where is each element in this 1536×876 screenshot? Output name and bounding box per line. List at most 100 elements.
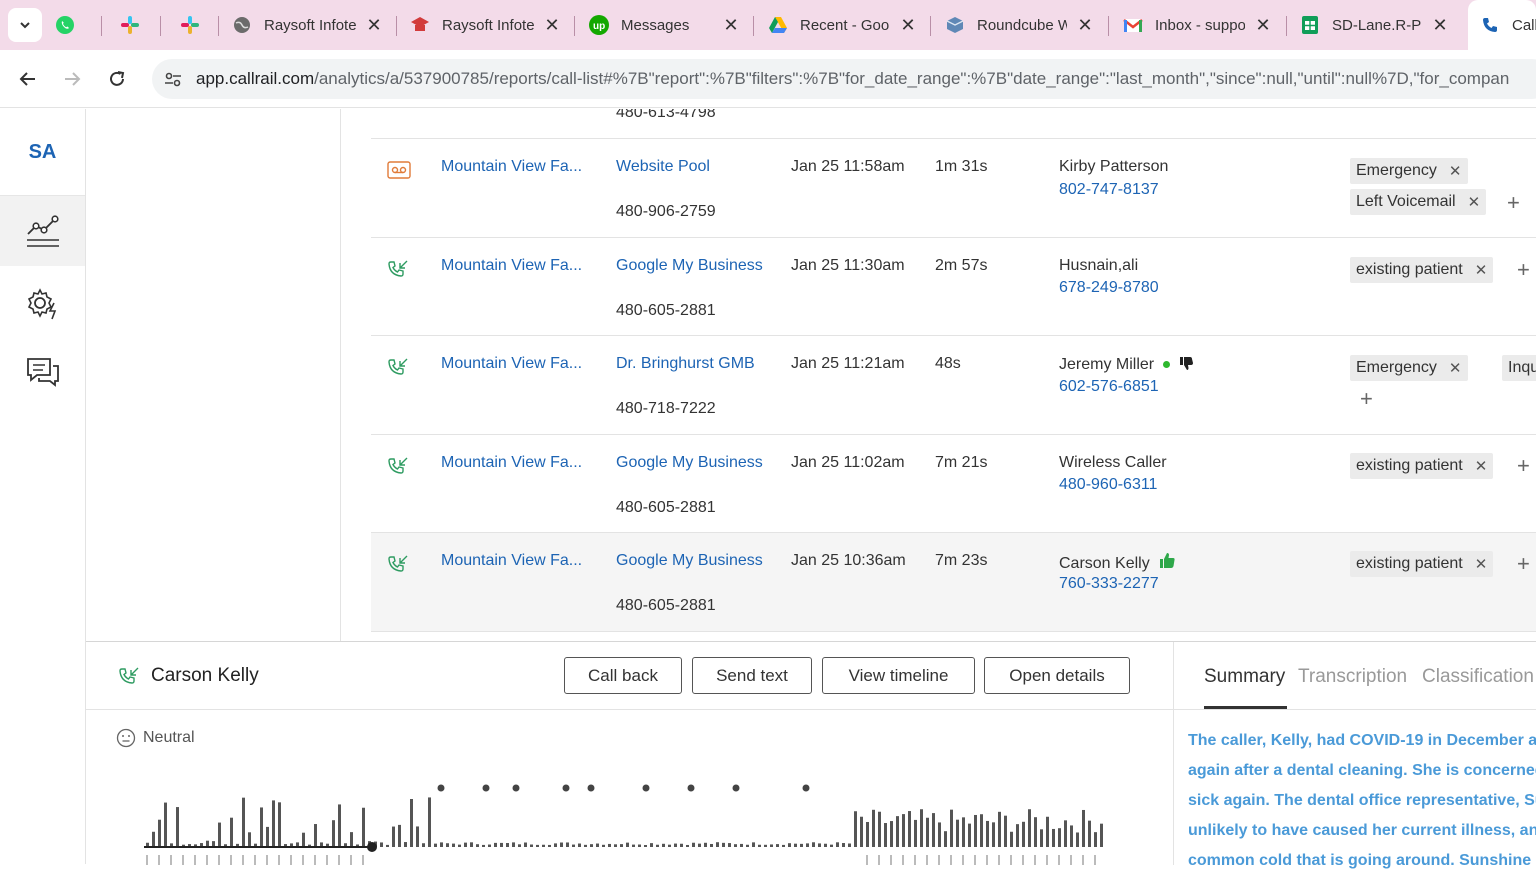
source-link[interactable]: Website Pool (616, 158, 710, 175)
add-tag-button[interactable]: + (1517, 257, 1530, 282)
tab-google-drive[interactable]: Recent - Goo ✕ (768, 0, 918, 50)
reload-button[interactable] (101, 63, 133, 95)
site-info-icon[interactable] (162, 68, 184, 90)
caller-phone-link[interactable]: 480-960-6311 (1059, 476, 1158, 493)
company-link[interactable]: Mountain View Fa... (441, 454, 583, 471)
waveform-bar (596, 843, 599, 847)
source-link[interactable]: Google My Business (616, 257, 763, 274)
waveform-bar (512, 842, 515, 847)
open-details-button[interactable]: Open details (984, 657, 1130, 694)
tab-slack-1[interactable] (120, 0, 160, 50)
table-row-selected[interactable]: Mountain View Fa... Google My Business 4… (371, 533, 1536, 632)
waveform-bar (1028, 809, 1031, 847)
sidebar-item-conversations[interactable] (0, 337, 85, 407)
call-tag: existing patient ✕ (1350, 257, 1494, 283)
tab-title: Raysoft Infote (442, 16, 534, 34)
close-icon[interactable]: ✕ (1077, 15, 1093, 35)
close-icon[interactable]: ✕ (1432, 15, 1448, 35)
tab-sheets[interactable]: SD-Lane.R-Pr ✕ (1300, 0, 1450, 50)
company-link[interactable]: Mountain View Fa... (441, 552, 583, 569)
sidebar-item-analytics[interactable] (0, 196, 85, 266)
call-duration: 2m 57s (935, 257, 988, 274)
sidebar-item-settings[interactable] (0, 269, 85, 339)
company-link[interactable]: Mountain View Fa... (441, 257, 583, 274)
waveform-speaker-mark (266, 855, 268, 865)
table-row[interactable]: Mountain View Fa... Website Pool 480-906… (371, 139, 1536, 238)
tab-whatsapp[interactable] (55, 0, 95, 50)
waveform-bar (458, 844, 461, 847)
back-button[interactable] (12, 63, 44, 95)
caller-phone-link[interactable]: 802-747-8137 (1059, 181, 1159, 198)
caller-phone-link[interactable]: 760-333-2277 (1059, 575, 1159, 592)
keyword-marker (587, 784, 595, 792)
account-initials[interactable]: SA (28, 141, 57, 163)
source-link[interactable]: Google My Business (616, 552, 763, 569)
close-icon[interactable]: ✕ (366, 15, 382, 35)
audio-waveform[interactable] (144, 777, 1114, 865)
close-icon[interactable]: ✕ (723, 15, 739, 35)
tracking-number: 480-906-2759 (616, 203, 716, 220)
waveform-bar (944, 831, 947, 847)
call-tag: Emergency ✕ (1350, 355, 1468, 381)
waveform-bar (500, 842, 503, 847)
close-icon[interactable]: ✕ (544, 15, 560, 35)
tab-messages[interactable]: up Messages ✕ (589, 0, 741, 50)
table-row[interactable]: Mountain View Fa... Dr. Bringhurst GMB 4… (371, 336, 1536, 435)
add-tag-button[interactable]: + (1360, 386, 1373, 411)
forward-button[interactable] (56, 63, 88, 95)
tab-callrail-active[interactable]: Call (1468, 0, 1536, 50)
address-bar[interactable]: app.callrail.com/analytics/a/537900785/r… (152, 59, 1536, 99)
inbound-call-icon (387, 554, 409, 581)
waveform-bar (560, 842, 563, 847)
tab-roundcube[interactable]: Roundcube W ✕ (945, 0, 1095, 50)
tab-raysoft-2[interactable]: Raysoft Infote ✕ (410, 0, 562, 50)
waveform-bar (578, 843, 581, 847)
view-timeline-button[interactable]: View timeline (822, 657, 975, 694)
waveform-bar (848, 843, 851, 847)
waveform-speaker-mark (986, 855, 988, 865)
waveform-speaker-mark (926, 855, 928, 865)
tab-gmail[interactable]: Inbox - suppo ✕ (1123, 0, 1273, 50)
waveform-bar (392, 826, 395, 847)
waveform-bar (242, 797, 245, 847)
waveform-bar (440, 842, 443, 847)
tab-title: Call (1512, 16, 1536, 34)
remove-tag-icon[interactable]: ✕ (1448, 163, 1462, 180)
add-tag-button[interactable]: + (1517, 551, 1530, 576)
table-row[interactable]: Mountain View Fa... Google My Business 4… (371, 238, 1536, 336)
remove-tag-icon[interactable]: ✕ (1448, 360, 1462, 377)
remove-tag-icon[interactable]: ✕ (1474, 458, 1488, 475)
source-link[interactable]: Google My Business (616, 454, 763, 471)
send-text-button[interactable]: Send text (692, 657, 812, 694)
remove-tag-icon[interactable]: ✕ (1467, 194, 1481, 211)
table-row[interactable]: 480-613-4798 (371, 109, 1536, 139)
waveform-bar (752, 842, 755, 847)
remove-tag-icon[interactable]: ✕ (1474, 556, 1488, 573)
close-icon[interactable]: ✕ (1255, 15, 1271, 35)
company-link[interactable]: Mountain View Fa... (441, 355, 583, 372)
table-row[interactable]: Mountain View Fa... Google My Business 4… (371, 435, 1536, 533)
tab-transcription[interactable]: Transcription (1298, 666, 1408, 687)
call-back-button[interactable]: Call back (564, 657, 682, 694)
tab-search-button[interactable] (8, 8, 42, 42)
sheets-icon (1300, 15, 1320, 35)
caller-phone-link[interactable]: 602-576-6851 (1059, 378, 1159, 395)
waveform-bar (542, 844, 545, 847)
add-tag-button[interactable]: + (1517, 453, 1530, 478)
source-link[interactable]: Dr. Bringhurst GMB (616, 355, 755, 372)
tab-summary[interactable]: Summary (1204, 666, 1286, 687)
waveform-bar (716, 842, 719, 847)
conversations-icon (26, 358, 59, 387)
close-icon[interactable]: ✕ (900, 15, 916, 35)
tab-classification[interactable]: Classification (1422, 666, 1534, 687)
tab-raysoft-1[interactable]: Raysoft Infote ✕ (232, 0, 384, 50)
company-link[interactable]: Mountain View Fa... (441, 158, 583, 175)
waveform-bar (1064, 820, 1067, 847)
call-duration: 7m 23s (935, 552, 988, 569)
active-tab-indicator (1204, 706, 1287, 709)
tab-slack-2[interactable] (180, 0, 220, 50)
remove-tag-icon[interactable]: ✕ (1474, 262, 1488, 279)
add-tag-button[interactable]: + (1507, 190, 1520, 215)
caller-phone-link[interactable]: 678-249-8780 (1059, 279, 1159, 296)
waveform-bar (812, 842, 815, 847)
